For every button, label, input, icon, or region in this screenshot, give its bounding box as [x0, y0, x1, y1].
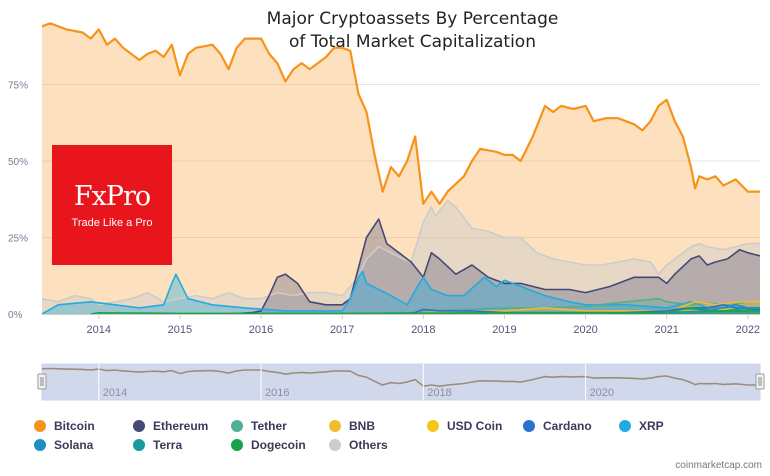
- legend-label: Tether: [251, 419, 287, 433]
- legend-item-xrp[interactable]: XRP: [619, 418, 715, 434]
- area-ethereum: [228, 219, 761, 314]
- legend-label: BNB: [349, 419, 375, 433]
- legend-swatch: [133, 439, 145, 451]
- source-credit: coinmarketcap.com: [675, 460, 762, 471]
- line-xrp: [41, 270, 760, 315]
- legend-item-ethereum[interactable]: Ethereum: [133, 418, 231, 434]
- line-ethereum: [228, 218, 761, 315]
- chart-legend: Bitcoin Ethereum Tether BNB USD Coin Cardano X…: [34, 418, 734, 453]
- legend-swatch: [523, 420, 535, 432]
- legend-swatch: [619, 420, 631, 432]
- navigator-left-handle[interactable]: [37, 373, 47, 390]
- navigator-series-line: [41, 367, 760, 388]
- legend-item-dogecoin[interactable]: Dogecoin: [231, 437, 329, 453]
- legend-swatch: [329, 439, 341, 451]
- legend-label: Solana: [54, 438, 94, 452]
- line-others: [41, 200, 760, 306]
- navigator-tick-label: 2016: [265, 387, 289, 399]
- line-dogecoin: [90, 307, 760, 315]
- y-tick-label: 50%: [8, 157, 28, 168]
- legend-label: XRP: [639, 419, 664, 433]
- x-tick-label: 2020: [573, 324, 597, 336]
- navigator-tick-label: 2020: [590, 387, 614, 399]
- navigator-tick-label: 2014: [103, 387, 127, 399]
- legend-item-bitcoin[interactable]: Bitcoin: [34, 418, 133, 434]
- legend-item-terra[interactable]: Terra: [133, 437, 231, 453]
- series-lines: [41, 22, 761, 315]
- y-tick-label: 75%: [8, 81, 28, 92]
- navigator-tick-label: 2018: [427, 387, 451, 399]
- legend-swatch: [34, 420, 46, 432]
- fxpro-logo: FxPro Trade Like a Pro: [52, 145, 172, 265]
- legend-swatch: [34, 439, 46, 451]
- legend-label: Cardano: [543, 419, 592, 433]
- area-bitcoin: [42, 23, 760, 315]
- x-tick-label: 2015: [168, 324, 192, 336]
- legend-label: Bitcoin: [54, 419, 95, 433]
- legend-label: USD Coin: [447, 419, 503, 433]
- navigator-right-handle[interactable]: [755, 373, 765, 390]
- x-tick-label: 2022: [736, 324, 760, 336]
- legend-item-solana[interactable]: Solana: [34, 437, 133, 453]
- legend-swatch: [427, 420, 439, 432]
- line-bitcoin: [41, 22, 760, 205]
- legend-item-bnb[interactable]: BNB: [329, 418, 427, 434]
- legend-swatch: [231, 439, 243, 451]
- legend-label: Terra: [153, 438, 183, 452]
- area-xrp: [42, 271, 760, 314]
- x-tick-label: 2021: [654, 324, 678, 336]
- legend-label: Ethereum: [153, 419, 209, 433]
- navigator-selection: [42, 364, 760, 400]
- legend-item-others[interactable]: Others: [329, 437, 427, 453]
- x-tick-label: 2017: [330, 324, 354, 336]
- logo-tagline: Trade Like a Pro: [71, 217, 153, 229]
- legend-swatch: [329, 420, 341, 432]
- y-tick-label: 25%: [8, 234, 28, 245]
- area-terra: [626, 307, 760, 314]
- legend-swatch: [231, 420, 243, 432]
- x-tick-label: 2019: [492, 324, 516, 336]
- legend-swatch: [133, 420, 145, 432]
- x-tick-label: 2016: [249, 324, 273, 336]
- logo-brand: FxPro: [73, 181, 151, 212]
- legend-label: Others: [349, 438, 388, 452]
- x-tick-label: 2014: [87, 324, 111, 336]
- range-navigator[interactable]: 2014 2016 2018 2020: [37, 363, 765, 401]
- y-tick-label: 0%: [8, 310, 23, 321]
- axes: 0% 25% 50% 75% 2014 2015 2016 2017 2018 2019 2020 2…: [8, 81, 760, 337]
- legend-item-tether[interactable]: Tether: [231, 418, 329, 434]
- legend-label: Dogecoin: [251, 438, 306, 452]
- legend-item-cardano[interactable]: Cardano: [523, 418, 619, 434]
- legend-item-usd-coin[interactable]: USD Coin: [427, 418, 523, 434]
- x-tick-label: 2018: [411, 324, 435, 336]
- area-others: [42, 200, 760, 314]
